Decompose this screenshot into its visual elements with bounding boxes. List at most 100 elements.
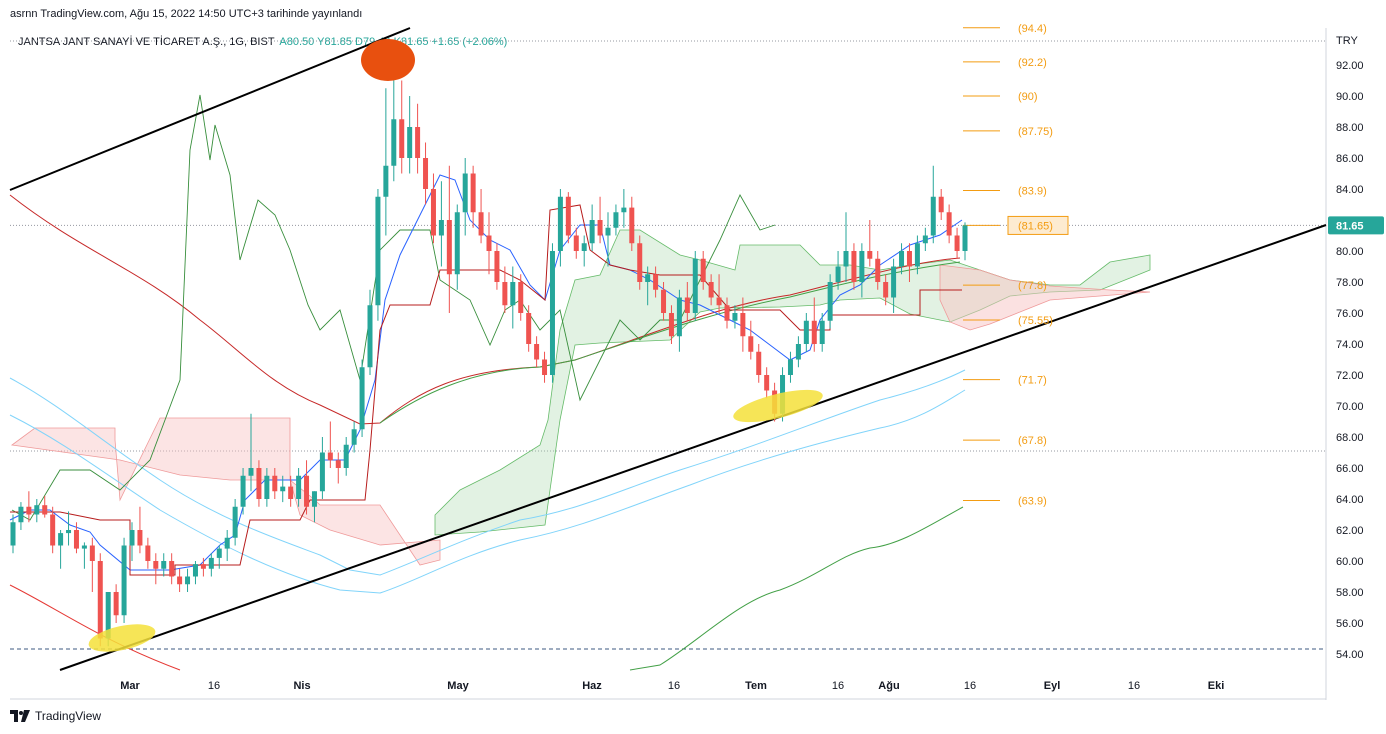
- tradingview-brand[interactable]: TradingView: [10, 709, 101, 723]
- candle-body: [732, 313, 738, 321]
- time-tick-label: 16: [832, 680, 844, 692]
- candle-body: [89, 545, 95, 561]
- ma-green-200: [629, 506, 964, 671]
- candle-body: [843, 251, 849, 267]
- fib-level-label: (75.55): [1018, 315, 1053, 327]
- fib-level-label: (71.7): [1018, 375, 1047, 387]
- candle-body: [129, 530, 135, 546]
- candlesticks: [10, 80, 968, 647]
- candle-body: [224, 537, 230, 549]
- candle-body: [311, 491, 317, 507]
- candle-body: [296, 475, 302, 499]
- candle-body: [264, 475, 270, 499]
- publish-caption: asrnn TradingView.com, Ağu 15, 2022 14:5…: [10, 8, 363, 20]
- price-tick-label: 58.00: [1336, 587, 1364, 599]
- highlight-ellipses: [88, 39, 823, 652]
- ma-red-short: [9, 584, 181, 671]
- candle-body: [248, 468, 254, 476]
- candle-body: [391, 119, 397, 166]
- fib-level-label: (83.9): [1018, 186, 1047, 198]
- candle-body: [637, 243, 643, 282]
- time-tick-label: 16: [208, 680, 220, 692]
- candle-body: [510, 282, 516, 306]
- candle-body: [764, 375, 770, 391]
- candle-body: [240, 475, 246, 507]
- time-tick-label: Ağu: [878, 680, 899, 692]
- top-highlight-ellipse: [361, 39, 415, 81]
- kijun-line: [10, 204, 962, 576]
- candle-body: [66, 530, 72, 534]
- time-tick-label: Eyl: [1044, 680, 1061, 692]
- candle-body: [137, 530, 143, 546]
- candle-body: [819, 320, 825, 344]
- candle-body: [684, 297, 690, 313]
- tradingview-logo-icon: [10, 710, 30, 722]
- candle-body: [399, 119, 405, 158]
- candle-body: [192, 564, 198, 577]
- cloud-red-late: [939, 264, 1151, 331]
- candle-body: [613, 212, 619, 228]
- candle-body: [906, 251, 912, 267]
- candle-body: [756, 351, 762, 375]
- candle-body: [573, 235, 579, 251]
- fib-level-label: (67.8): [1018, 435, 1047, 447]
- chart-grid: [10, 28, 1327, 700]
- low-highlight-ellipse-march: [88, 624, 156, 652]
- time-tick-label: May: [447, 680, 469, 692]
- price-tick-label: 56.00: [1336, 618, 1364, 630]
- candle-body: [827, 282, 833, 321]
- candle-body: [169, 561, 175, 577]
- fib-current-box: [1007, 215, 1069, 235]
- time-tick-label: Tem: [745, 680, 767, 692]
- candle-body: [859, 251, 865, 282]
- candle-body: [113, 592, 119, 616]
- candle-body: [319, 452, 325, 492]
- candle-body: [50, 514, 56, 546]
- candle-body: [645, 274, 651, 282]
- candle-body: [899, 251, 905, 267]
- price-tick-label: 74.00: [1336, 339, 1364, 351]
- candle-body: [97, 561, 103, 639]
- currency-label: TRY: [1336, 35, 1358, 47]
- band-lower: [9, 389, 966, 594]
- fib-level-label: (92.2): [1018, 57, 1047, 69]
- axes: 54.00 56.00 58.00 60.00 62.00 64.00 66.00 68.00…: [120, 35, 1384, 692]
- candle-body: [803, 320, 809, 344]
- price-tick-label: 86.00: [1336, 153, 1364, 165]
- price-tick-label: 76.00: [1336, 308, 1364, 320]
- candle-body: [867, 251, 873, 259]
- candle-body: [343, 444, 349, 468]
- candle-body: [811, 320, 817, 344]
- candle-body: [446, 220, 452, 275]
- candle-body: [534, 344, 540, 360]
- candle-body: [216, 548, 222, 558]
- candle-body: [875, 258, 881, 282]
- candle-body: [10, 522, 16, 546]
- candle-body: [795, 344, 801, 360]
- candle-body: [740, 313, 746, 337]
- candle-body: [478, 212, 484, 236]
- candle-body: [565, 196, 571, 236]
- candle-body: [232, 506, 238, 538]
- candle-body: [280, 486, 286, 492]
- candle-body: [26, 506, 32, 515]
- price-tick-label: 88.00: [1336, 122, 1364, 134]
- candle-body: [716, 297, 722, 306]
- candle-body: [676, 297, 682, 337]
- candle-body: [914, 243, 920, 267]
- candle-body: [327, 452, 333, 461]
- indicator-lines: [9, 94, 966, 671]
- candle-body: [581, 243, 587, 251]
- time-tick-label: 16: [668, 680, 680, 692]
- candle-body: [692, 258, 698, 313]
- candle-body: [81, 545, 87, 549]
- candle-body: [415, 127, 421, 158]
- candle-body: [73, 530, 79, 549]
- candle-body: [526, 313, 532, 344]
- candle-body: [304, 475, 310, 507]
- candle-body: [549, 251, 555, 375]
- candle-body: [962, 225, 968, 251]
- time-tick-label: 16: [1128, 680, 1140, 692]
- fib-level-label: (94.4): [1018, 23, 1047, 35]
